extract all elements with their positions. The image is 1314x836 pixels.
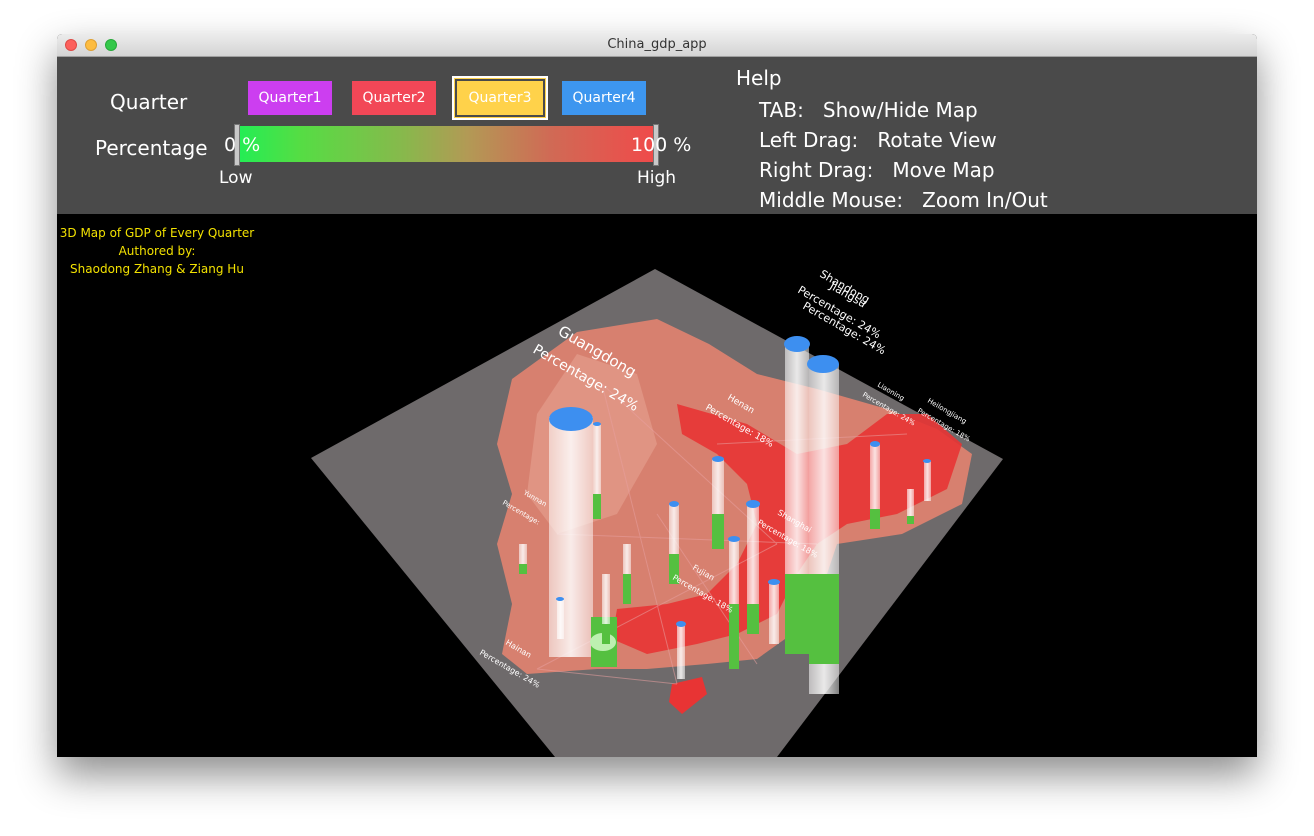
help-item-tab: TAB: Show/Hide Map — [759, 98, 978, 122]
percentage-label: Percentage — [95, 136, 208, 160]
bar-cap-guangdong — [549, 407, 593, 431]
max-handle[interactable] — [653, 124, 659, 166]
close-window-button[interactable] — [65, 39, 77, 51]
help-title: Help — [736, 66, 782, 90]
help-item-left-drag: Left Drag: Rotate View — [759, 128, 997, 152]
taiwan-region — [669, 677, 707, 714]
bar-jiangsu[interactable] — [807, 355, 839, 694]
help-key: Right Drag: — [759, 158, 874, 182]
quarter2-button[interactable]: Quarter2 — [352, 81, 436, 115]
low-label: Low — [219, 168, 253, 188]
app-window: China_gdp_app Quarter Quarter1 Quarter2 … — [57, 34, 1257, 757]
control-panel: Quarter Quarter1 Quarter2 Quarter3 Quart… — [57, 57, 1257, 214]
map-3d-viewport[interactable]: Guangdong Percentage: 24% Shandong Perce… — [57, 214, 1257, 757]
bar-cap-shandong — [784, 336, 810, 352]
credits-line1: 3D Map of GDP of Every Quarter — [59, 226, 255, 240]
zoom-window-button[interactable] — [105, 39, 117, 51]
help-action: Show/Hide Map — [822, 98, 978, 122]
help-action: Rotate View — [877, 128, 997, 152]
window-title: China_gdp_app — [607, 37, 707, 52]
help-key: Middle Mouse: — [759, 188, 904, 212]
help-key: Left Drag: — [759, 128, 859, 152]
range-max-value: 100 % — [631, 134, 692, 156]
credits-line3: Shaodong Zhang & Ziang Hu — [70, 262, 244, 276]
credits-line2: Authored by: — [118, 244, 196, 258]
bar-shandong[interactable] — [784, 336, 810, 654]
quarter3-button[interactable]: Quarter3 — [452, 76, 548, 120]
help-action: Move Map — [892, 158, 995, 182]
help-key: TAB: — [759, 98, 804, 122]
bar-cap-jiangsu — [807, 355, 839, 373]
quarter-label: Quarter — [110, 90, 188, 114]
help-item-middle-mouse: Middle Mouse: Zoom In/Out — [759, 188, 1048, 212]
help-action: Zoom In/Out — [922, 188, 1048, 212]
help-item-right-drag: Right Drag: Move Map — [759, 158, 995, 182]
minimize-window-button[interactable] — [85, 39, 97, 51]
quarter4-button[interactable]: Quarter4 — [562, 81, 646, 115]
small-bars — [519, 422, 931, 679]
high-label: High — [637, 168, 677, 188]
title-bar: China_gdp_app — [57, 34, 1257, 57]
percentage-gradient-bar[interactable] — [237, 126, 655, 162]
min-handle[interactable] — [234, 124, 240, 166]
range-min-value: 0 % — [224, 134, 261, 156]
quarter1-button[interactable]: Quarter1 — [248, 81, 332, 115]
credits: 3D Map of GDP of Every Quarter Authored … — [57, 224, 257, 278]
